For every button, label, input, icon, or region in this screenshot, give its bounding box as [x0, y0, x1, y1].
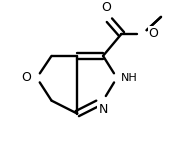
- Text: O: O: [101, 1, 111, 14]
- Text: NH: NH: [120, 73, 137, 83]
- Text: N: N: [98, 103, 108, 116]
- Text: O: O: [149, 27, 159, 41]
- Text: O: O: [22, 71, 32, 84]
